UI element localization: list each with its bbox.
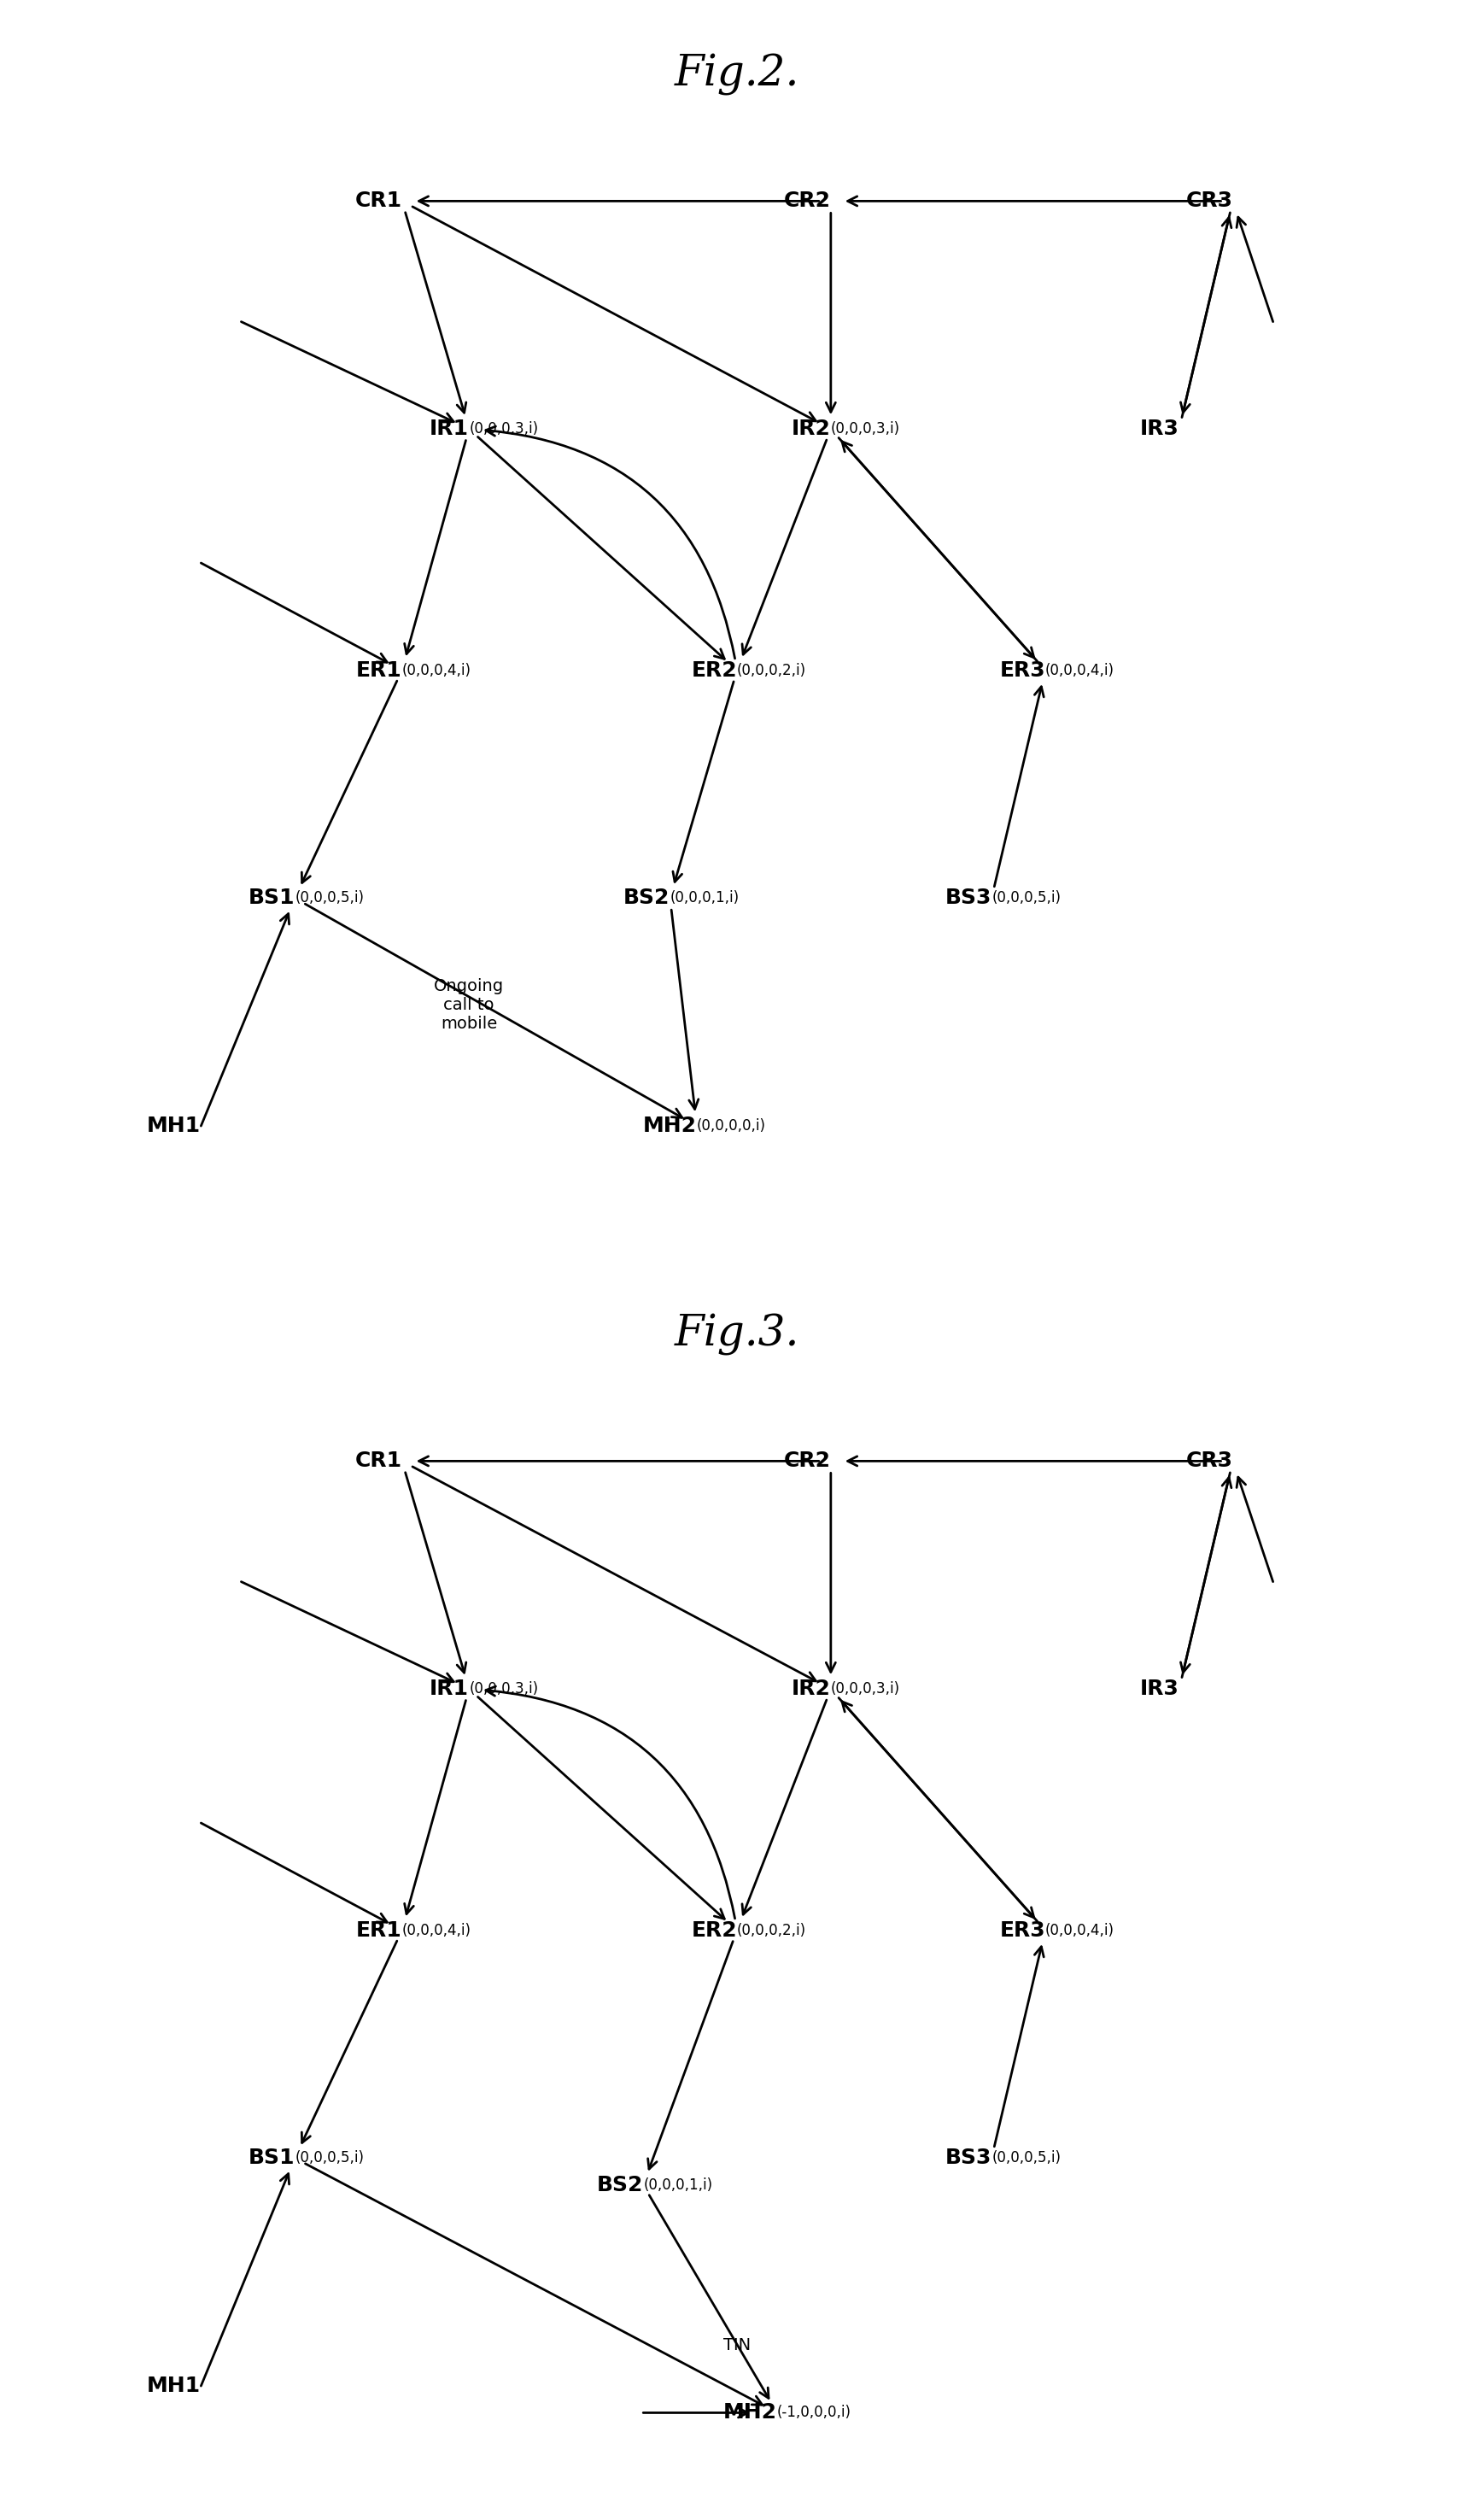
Text: ER3: ER3 — [999, 1920, 1045, 1940]
Text: CR1: CR1 — [355, 1452, 402, 1472]
Text: (0,0,0,2,i): (0,0,0,2,i) — [737, 663, 806, 678]
Text: IR3: IR3 — [1139, 1678, 1179, 1698]
Text: (0,0,0,5,i): (0,0,0,5,i) — [295, 2150, 364, 2165]
Text: MH1: MH1 — [147, 1116, 200, 1137]
Text: MH1: MH1 — [147, 2376, 200, 2397]
Text: (0,0,0,4,i): (0,0,0,4,i) — [1045, 663, 1114, 678]
Text: IR3: IR3 — [1139, 418, 1179, 438]
Text: BS3: BS3 — [945, 887, 992, 907]
Text: Ongoing
call to
mobile: Ongoing call to mobile — [433, 978, 504, 1033]
Text: IR2: IR2 — [792, 1678, 831, 1698]
Text: CR3: CR3 — [1185, 1452, 1232, 1472]
Text: (0,0,0,4,i): (0,0,0,4,i) — [402, 663, 472, 678]
Text: Fig.2.: Fig.2. — [675, 53, 799, 96]
Text: (0,0,0,1,i): (0,0,0,1,i) — [643, 2177, 712, 2192]
Text: MH2: MH2 — [643, 1116, 697, 1137]
Text: MH2: MH2 — [724, 2402, 777, 2424]
Text: (0,0,0,2,i): (0,0,0,2,i) — [737, 1923, 806, 1938]
Text: BS3: BS3 — [945, 2147, 992, 2167]
Text: (0,0,0,3,i): (0,0,0,3,i) — [469, 1681, 538, 1696]
Text: IR1: IR1 — [430, 1678, 469, 1698]
Text: (0,0,0,3,i): (0,0,0,3,i) — [831, 1681, 901, 1696]
Text: ER2: ER2 — [691, 1920, 737, 1940]
Text: Fig.3.: Fig.3. — [675, 1313, 799, 1356]
Text: (0,0,0,4,i): (0,0,0,4,i) — [402, 1923, 472, 1938]
Text: CR3: CR3 — [1185, 192, 1232, 212]
Text: IR1: IR1 — [430, 418, 469, 438]
Text: (0,0,0,1,i): (0,0,0,1,i) — [671, 890, 740, 905]
Text: (0,0,0,5,i): (0,0,0,5,i) — [295, 890, 364, 905]
Text: (0,0,0,5,i): (0,0,0,5,i) — [992, 890, 1061, 905]
Text: (0,0,0,0,i): (0,0,0,0,i) — [697, 1119, 766, 1134]
Text: BS1: BS1 — [248, 2147, 295, 2167]
Text: ER1: ER1 — [357, 1920, 402, 1940]
Text: IR2: IR2 — [792, 418, 831, 438]
Text: (0,0,0,4,i): (0,0,0,4,i) — [1045, 1923, 1114, 1938]
Text: (0,0,0,5,i): (0,0,0,5,i) — [992, 2150, 1061, 2165]
Text: BS2: BS2 — [624, 887, 671, 907]
Text: TIN: TIN — [724, 2339, 750, 2354]
Text: CR1: CR1 — [355, 192, 402, 212]
Text: ER2: ER2 — [691, 660, 737, 680]
Text: BS1: BS1 — [248, 887, 295, 907]
Text: ER3: ER3 — [999, 660, 1045, 680]
Text: (0,0,0,3,i): (0,0,0,3,i) — [831, 421, 901, 436]
Text: ER1: ER1 — [357, 660, 402, 680]
Text: CR2: CR2 — [784, 192, 831, 212]
Text: BS2: BS2 — [597, 2175, 643, 2195]
Text: (0,0,0,3,i): (0,0,0,3,i) — [469, 421, 538, 436]
Text: CR2: CR2 — [784, 1452, 831, 1472]
Text: (-1,0,0,0,i): (-1,0,0,0,i) — [777, 2404, 852, 2419]
